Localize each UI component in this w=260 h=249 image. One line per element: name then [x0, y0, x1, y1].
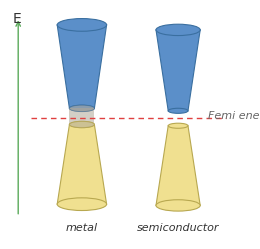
- Ellipse shape: [168, 108, 188, 113]
- Polygon shape: [57, 25, 107, 108]
- Ellipse shape: [69, 105, 94, 112]
- Ellipse shape: [156, 24, 200, 36]
- Text: semiconductor: semiconductor: [137, 223, 219, 233]
- Text: E: E: [12, 12, 21, 26]
- Text: Femi energy: Femi energy: [208, 111, 260, 121]
- Ellipse shape: [168, 123, 188, 128]
- Ellipse shape: [57, 19, 107, 31]
- Ellipse shape: [57, 198, 107, 210]
- Ellipse shape: [69, 121, 94, 128]
- Polygon shape: [69, 108, 94, 124]
- Ellipse shape: [69, 121, 94, 128]
- Text: metal: metal: [66, 223, 98, 233]
- Ellipse shape: [156, 200, 200, 211]
- Ellipse shape: [69, 105, 94, 112]
- Polygon shape: [156, 126, 200, 205]
- Polygon shape: [57, 124, 107, 204]
- Polygon shape: [156, 30, 200, 111]
